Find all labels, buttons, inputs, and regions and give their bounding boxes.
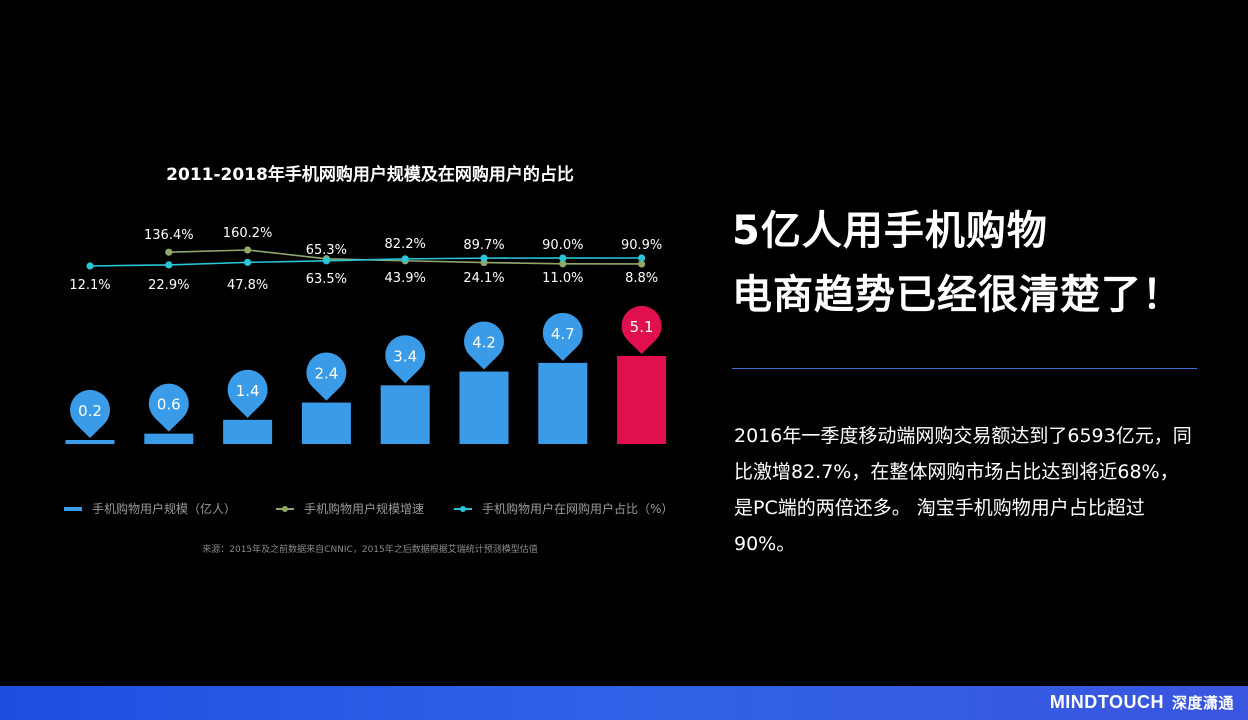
share-label-2012: 22.9% [148,278,189,293]
share-label-2018: 90.9% [621,238,662,253]
source-note: 来源：2015年及之前数据来自CNNIC，2015年之后数据根据艾瑞统计预测模型… [202,545,538,555]
bar-pin-2017 [542,312,583,361]
share-label-2011: 12.1% [69,278,110,293]
divider [732,368,1197,369]
brand-cn: 深度潇通 [1171,694,1234,712]
share-point-2012 [165,261,173,269]
share-label-2016: 89.7% [463,238,504,253]
bar-2016 [459,371,509,444]
footer-bar: MINDTOUCH 深度潇通 [0,686,1248,720]
bar-2015 [380,385,430,444]
bar-label-2016: 4.2 [472,334,496,352]
legend-label-user-scale: 手机购物用户规模（亿人） [92,502,237,516]
legend-swatch-growth [276,505,294,512]
chart-legend: 手机购物用户规模（亿人） 手机购物用户规模增速 手机购物用户在网购用户占比（%） [64,500,684,518]
bar-label-2015: 3.4 [393,347,417,365]
bar-label-2018: 5.1 [630,318,654,336]
bar-2013 [223,419,273,444]
growth-label-2017: 11.0% [542,271,583,286]
body-text: 2016年一季度移动端网购交易额达到了6593亿元，同比激增82.7%，在整体网… [734,425,1192,555]
growth-point-2017 [559,260,567,268]
brand-name: MINDTOUCH [1049,692,1164,712]
share-label-2015: 82.2% [385,237,426,252]
growth-label-2014: 65.3% [306,243,347,258]
bar-2014 [301,402,351,444]
legend-item-growth: 手机购物用户规模增速 [276,500,424,517]
share-point-2018 [638,254,646,262]
bar-label-2011: 0.2 [78,402,102,420]
bar-2012 [144,433,194,444]
bar-pin-2014 [306,352,347,401]
legend-swatch-bar [64,506,82,511]
bar-pin-2018 [621,305,662,354]
share-label-2017: 90.0% [542,238,583,253]
share-label-2013: 47.8% [227,278,268,293]
share-point-2016 [480,254,488,262]
growth-label-2012: 136.4% [144,228,194,243]
share-label-2014: 63.5% [306,272,347,287]
bar-pin-2013 [227,369,268,418]
bar-pin-2016 [464,321,504,370]
brand-logo: MINDTOUCH 深度潇通 [1050,692,1234,713]
growth-point-2018 [638,260,646,268]
headline-line-2: 电商趋势已经很清楚了！ [732,272,1183,318]
legend-item-user-scale: 手机购物用户规模（亿人） [64,500,236,517]
chart-title: 2011-2018年手机网购用户规模及在网购用户的占比 [166,165,574,185]
legend-label-share: 手机购物用户在网购用户占比（%） [482,502,674,516]
share-point-2015 [401,255,409,263]
bar-label-2014: 2.4 [314,365,338,383]
share-point-2011 [86,262,94,270]
share-point-2013 [244,258,252,266]
growth-label-2018: 8.8% [625,271,658,286]
headline-line-1: 5亿人用手机购物 [732,208,1048,254]
share-line [89,257,642,267]
growth-label-2016: 24.1% [463,271,504,286]
bar-2017 [538,362,588,444]
bar-pin-2012 [148,383,189,432]
bar-label-2017: 4.7 [551,325,575,343]
growth-point-2013 [244,246,252,254]
growth-point-2012 [165,248,173,256]
bar-label-2012: 0.6 [157,396,181,414]
bar-label-2013: 1.4 [236,382,260,400]
share-point-2014 [322,257,330,265]
legend-swatch-share [454,505,472,512]
bar-pin-2011 [69,389,110,438]
bar-pin-2015 [385,335,426,384]
legend-item-share: 手机购物用户在网购用户占比（%） [454,500,673,517]
bar-2011 [65,440,115,444]
bar-2018 [617,356,667,444]
legend-label-growth: 手机购物用户规模增速 [304,502,425,516]
growth-label-2015: 43.9% [385,271,426,286]
growth-label-2013: 160.2% [223,226,273,241]
share-point-2017 [559,254,567,262]
